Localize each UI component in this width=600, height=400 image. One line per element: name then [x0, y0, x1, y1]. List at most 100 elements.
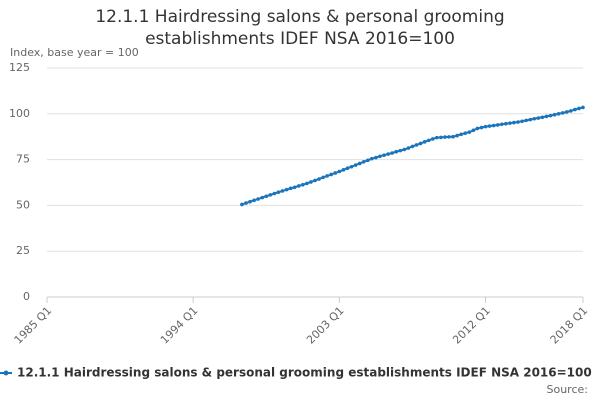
point [544, 114, 549, 119]
point [333, 171, 338, 175]
point [317, 177, 321, 181]
point [382, 153, 386, 158]
point [577, 106, 581, 111]
point [410, 144, 415, 149]
point [240, 202, 244, 207]
y-tick-label: 0 [23, 290, 30, 303]
y-axis-label: Index, base year = 100 [10, 46, 139, 59]
y-tick-label: 100 [9, 107, 30, 120]
point [524, 118, 528, 123]
point [560, 111, 565, 115]
point [418, 141, 423, 146]
point [581, 105, 585, 110]
legend-marker [3, 370, 9, 376]
point [301, 182, 305, 187]
point [365, 158, 370, 163]
point [536, 116, 541, 120]
legend-label: 12.1.1 Hairdressing salons & personal gr… [17, 366, 592, 380]
point [569, 109, 573, 113]
point [349, 164, 354, 169]
point [402, 147, 407, 152]
point [532, 116, 537, 121]
point [292, 185, 297, 190]
x-tick-label: 2003 Q1 [304, 304, 347, 347]
point [495, 123, 500, 127]
point [499, 122, 504, 127]
point [439, 135, 443, 140]
point [556, 112, 561, 116]
x-tick-label: 1985 Q1 [12, 304, 55, 347]
point [406, 146, 411, 150]
point [337, 169, 342, 174]
point [520, 119, 524, 124]
point [370, 156, 374, 161]
point [508, 121, 512, 125]
point [329, 172, 334, 177]
point [451, 134, 455, 139]
point [248, 199, 252, 204]
point [422, 140, 427, 144]
x-tick-label: 2018 Q1 [548, 304, 591, 347]
point [394, 149, 399, 154]
point [443, 135, 447, 139]
point [459, 132, 463, 137]
point [463, 131, 468, 136]
y-tick-label: 25 [16, 244, 30, 257]
point [430, 137, 435, 141]
point [276, 190, 281, 195]
point [264, 194, 269, 199]
point [284, 187, 289, 192]
point [516, 120, 520, 124]
y-tick-label: 50 [16, 198, 30, 211]
point [552, 112, 557, 117]
point [398, 148, 403, 153]
x-tick-label: 1994 Q1 [158, 304, 201, 347]
point [491, 123, 496, 128]
point [345, 166, 350, 171]
point [504, 121, 508, 126]
point [268, 193, 273, 197]
point [313, 178, 317, 183]
series-line [241, 106, 584, 206]
point [309, 180, 313, 184]
point [564, 110, 569, 114]
point [288, 186, 293, 191]
point [573, 107, 577, 112]
point [325, 174, 329, 178]
point [260, 195, 265, 200]
point [256, 197, 260, 201]
point [540, 115, 545, 120]
point [414, 143, 419, 147]
point [305, 181, 309, 186]
point [487, 124, 492, 128]
point [357, 161, 362, 166]
point [361, 159, 366, 164]
point [548, 113, 553, 118]
x-tick-label: 2012 Q1 [450, 304, 493, 347]
point [426, 138, 431, 143]
point [280, 189, 285, 193]
point [390, 151, 394, 155]
source: Source: [547, 383, 589, 396]
point [341, 168, 346, 172]
point [528, 117, 533, 122]
point [353, 163, 358, 167]
point [479, 125, 484, 130]
point [321, 175, 325, 180]
point [272, 191, 277, 196]
point [455, 133, 459, 138]
point [296, 184, 301, 188]
point [512, 120, 516, 125]
point [447, 135, 451, 139]
y-tick-label: 75 [16, 153, 30, 166]
point [386, 152, 390, 156]
point [252, 198, 256, 203]
point [471, 128, 476, 133]
point [435, 135, 439, 140]
chart-title: 12.1.1 Hairdressing salons & personal gr… [95, 7, 505, 49]
point [467, 130, 472, 134]
point [374, 155, 378, 160]
point [475, 126, 480, 131]
